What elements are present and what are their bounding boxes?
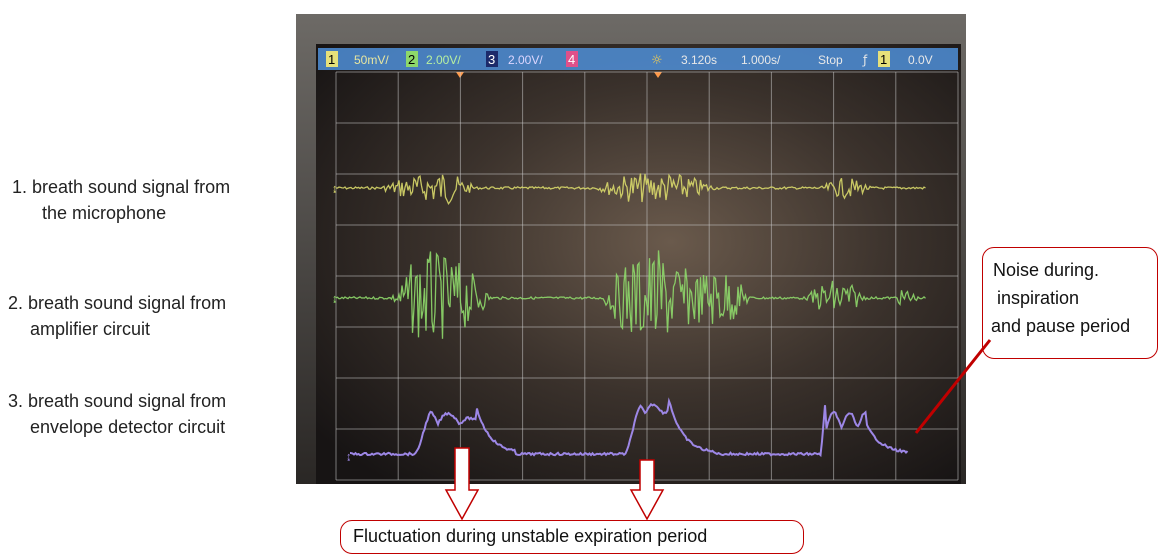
label-amplifier-line2: amplifier circuit <box>30 319 151 339</box>
ch3-badge-bg <box>486 51 498 67</box>
ch3-scale: 2.00V/ <box>508 53 543 67</box>
ch1-badge-bg <box>326 51 338 67</box>
fluctuation-arrow-left <box>444 447 480 521</box>
trigger-edge-icon: ƒ <box>862 53 868 67</box>
trigger-badge-bg <box>878 51 890 67</box>
label-amplifier-line1: 2. breath sound signal from <box>8 293 227 313</box>
time-offset: 3.120s <box>681 53 717 67</box>
ch1-ground-marker: ↨ <box>332 183 338 195</box>
ch2-scale: 2.00V/ <box>426 53 461 67</box>
noise-callout-line3: and pause period <box>991 316 1131 336</box>
oscilloscope-photo: 1 50mV/ 2 2.00V/ 3 2.00V/ 4 ☼ 3.120s 1.0… <box>296 14 966 484</box>
noise-callout-line2: inspiration <box>997 288 1080 308</box>
ch1-badge: 1 <box>328 52 335 67</box>
label-envelope-signal: 3. breath sound signal from envelope det… <box>8 388 226 440</box>
label-microphone-line1: 1. breath sound signal from <box>12 177 231 197</box>
ch2-amplifier-trace <box>335 250 926 339</box>
ch3-badge: 3 <box>488 52 495 67</box>
noise-callout-line1: Noise during. <box>993 260 1100 280</box>
run-state: Stop <box>818 53 843 67</box>
trigger-level: 0.0V <box>908 53 933 67</box>
noise-pointer-line <box>914 339 992 434</box>
ch1-scale: 50mV/ <box>354 53 389 67</box>
ch2-badge-bg <box>406 51 418 67</box>
ch4-badge-bg <box>566 51 578 67</box>
noise-callout: Noise during. inspiration and pause peri… <box>982 247 1158 359</box>
scope-grid <box>335 71 959 481</box>
label-amplifier-signal: 2. breath sound signal from amplifier ci… <box>8 290 226 342</box>
scope-status-bar <box>318 48 958 70</box>
time-marker <box>654 72 662 78</box>
ch2-badge: 2 <box>408 52 415 67</box>
label-microphone-line2: the microphone <box>42 203 167 223</box>
label-microphone-signal: 1. breath sound signal from the micropho… <box>6 174 230 226</box>
fluctuation-callout-text: Fluctuation during unstable expiration p… <box>353 526 708 546</box>
ch4-badge: 4 <box>568 52 575 67</box>
sun-icon: ☼ <box>651 53 663 68</box>
time-scale: 1.000s/ <box>741 53 781 67</box>
ch3-ground-marker: ↨ <box>346 451 352 463</box>
ch2-ground-marker: ↨ <box>332 293 338 305</box>
fluctuation-arrow-right <box>629 459 665 521</box>
ch3-envelope-trace <box>350 397 909 458</box>
label-envelope-line1: 3. breath sound signal from <box>8 391 227 411</box>
scope-traces <box>335 173 926 458</box>
label-envelope-line2: envelope detector circuit <box>30 417 226 437</box>
trigger-badge: 1 <box>880 52 887 67</box>
ch1-microphone-trace <box>335 173 926 205</box>
